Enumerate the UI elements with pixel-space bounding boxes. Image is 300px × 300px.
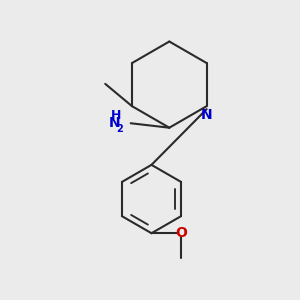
Text: N: N: [109, 116, 120, 130]
Text: 2: 2: [116, 124, 123, 134]
Text: O: O: [175, 226, 187, 240]
Text: N: N: [201, 108, 212, 122]
Text: H: H: [111, 109, 121, 122]
